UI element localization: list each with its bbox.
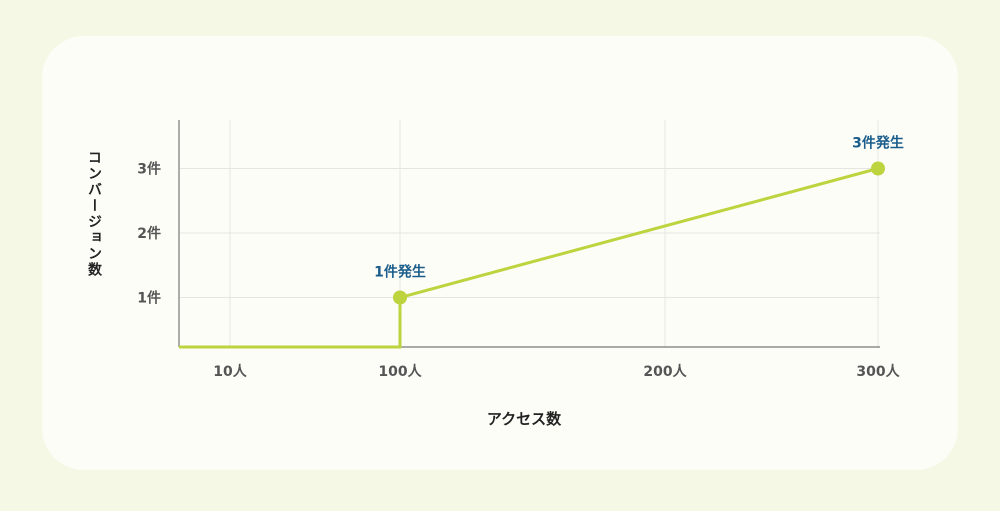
x-axis-label: アクセス数 xyxy=(486,410,562,428)
tick-labels: 10人 100人 200人 300人 1件 2件 3件 xyxy=(137,161,900,381)
annotations: 1件発生 3件発生 xyxy=(374,135,904,305)
series-line xyxy=(179,167,879,349)
x-tick-label: 100人 xyxy=(378,363,422,380)
x-tick-label: 200人 xyxy=(643,363,687,380)
data-point xyxy=(393,290,407,305)
data-point xyxy=(871,161,885,176)
grid xyxy=(179,120,880,347)
y-tick-label: 1件 xyxy=(137,290,161,307)
y-tick-label: 3件 xyxy=(137,161,161,178)
y-tick-label: 2件 xyxy=(137,225,161,242)
y-axis-label: コンバージョン数 xyxy=(86,150,102,278)
chart-card xyxy=(42,36,958,470)
annotation-label: 3件発生 xyxy=(852,135,904,152)
x-tick-label: 10人 xyxy=(213,363,247,380)
series-group xyxy=(179,167,879,349)
x-tick-label: 300人 xyxy=(856,363,900,380)
annotation-label: 1件発生 xyxy=(374,264,426,281)
